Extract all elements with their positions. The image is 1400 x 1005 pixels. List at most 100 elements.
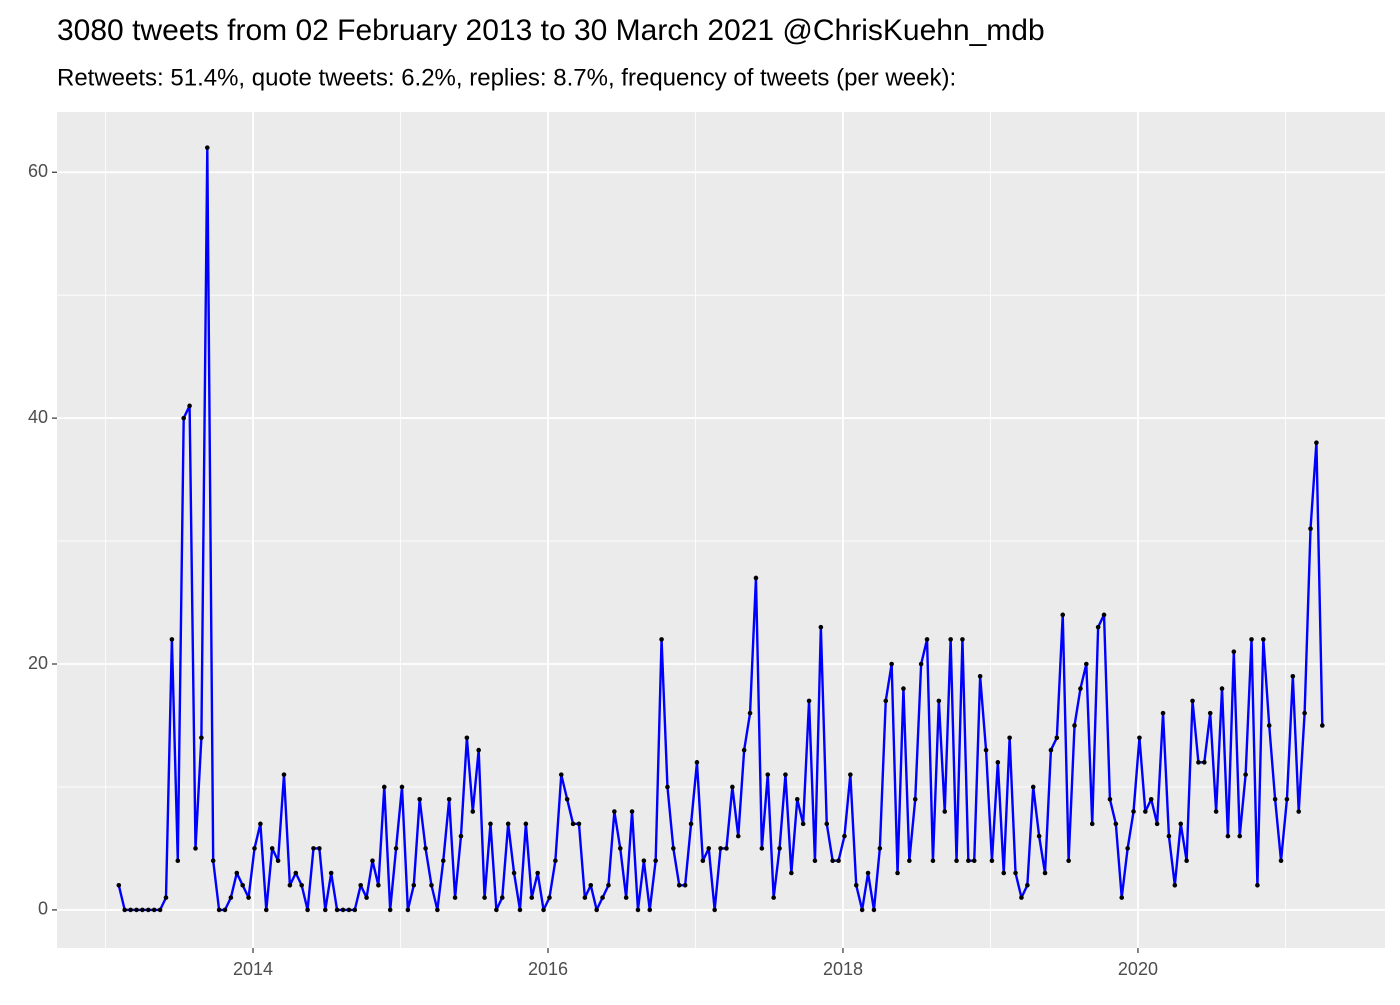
data-point (753, 575, 759, 581)
data-point (311, 846, 316, 851)
data-point (977, 674, 983, 679)
data-point (228, 895, 234, 900)
data-point (871, 907, 877, 913)
plot-panel (57, 112, 1385, 948)
data-point (1019, 895, 1024, 900)
data-point (641, 858, 647, 864)
data-point (1266, 723, 1272, 728)
data-point (564, 796, 570, 802)
data-point (1030, 784, 1036, 790)
data-point (665, 784, 670, 790)
data-point (258, 821, 263, 827)
data-point (623, 895, 629, 900)
data-point (800, 821, 806, 827)
data-point (676, 883, 682, 888)
data-point (517, 907, 523, 913)
data-point (806, 698, 812, 704)
data-point (1107, 796, 1113, 802)
data-point (936, 698, 942, 704)
data-point (317, 846, 322, 851)
data-point (966, 858, 971, 864)
data-point (470, 809, 476, 814)
data-point (511, 870, 517, 876)
data-point (989, 858, 995, 864)
data-point (859, 907, 865, 913)
data-point (1320, 723, 1325, 728)
x-tick-label: 2020 (1118, 959, 1158, 979)
data-point (694, 760, 700, 765)
data-point (505, 821, 511, 827)
data-point (588, 883, 594, 888)
data-point (1178, 821, 1184, 827)
data-point (1249, 637, 1254, 642)
data-point (145, 907, 151, 913)
data-point (930, 858, 936, 864)
data-point (1078, 686, 1083, 691)
data-point (747, 710, 753, 716)
data-point (1089, 821, 1095, 827)
data-point (1202, 760, 1207, 765)
data-point (818, 624, 824, 630)
data-point (558, 772, 564, 777)
data-point (1125, 846, 1130, 851)
data-point (541, 907, 546, 913)
data-point (387, 907, 393, 913)
data-point (222, 907, 228, 913)
data-point (617, 846, 623, 851)
y-tick-label: 40 (28, 407, 48, 427)
data-point (907, 858, 912, 864)
data-point (440, 858, 446, 864)
data-point (352, 907, 358, 913)
data-point (653, 858, 658, 864)
data-point (730, 784, 735, 790)
data-point (995, 760, 1001, 765)
data-point (482, 895, 487, 900)
data-point (1184, 858, 1189, 864)
data-point (1272, 796, 1278, 802)
data-point (1013, 870, 1018, 876)
data-point (647, 907, 653, 913)
data-point (458, 833, 464, 839)
data-point (1314, 440, 1319, 446)
data-point (216, 907, 222, 913)
data-point (600, 895, 605, 900)
data-point (883, 698, 889, 704)
data-point (983, 747, 989, 753)
data-point (1148, 796, 1154, 802)
x-tick-label: 2016 (528, 959, 568, 979)
data-point (246, 895, 251, 900)
data-point (1066, 858, 1071, 864)
data-point (765, 772, 771, 777)
data-point (1119, 895, 1125, 900)
data-point (1243, 772, 1248, 777)
data-point (1137, 735, 1142, 741)
data-point (1072, 723, 1077, 728)
data-point (895, 870, 900, 876)
data-point (836, 858, 841, 864)
data-point (328, 870, 334, 876)
data-point (199, 735, 204, 741)
data-point (1172, 883, 1178, 888)
data-point (877, 846, 883, 851)
data-point (240, 883, 245, 888)
data-point (358, 883, 363, 888)
data-point (1308, 526, 1313, 532)
data-point (606, 883, 611, 888)
data-point (1190, 698, 1195, 704)
data-point (134, 907, 139, 913)
data-point (299, 883, 304, 888)
data-point (252, 846, 257, 851)
data-point (718, 846, 723, 851)
data-point (688, 821, 694, 827)
data-point (1154, 821, 1160, 827)
data-point (706, 846, 712, 851)
data-point (181, 415, 186, 421)
data-point (1025, 883, 1030, 888)
data-point (582, 895, 588, 900)
y-tick-label: 0 (38, 899, 48, 919)
data-point (682, 883, 688, 888)
data-point (499, 895, 505, 900)
data-point (446, 796, 452, 802)
data-point (1284, 796, 1290, 802)
data-point (1160, 710, 1166, 716)
